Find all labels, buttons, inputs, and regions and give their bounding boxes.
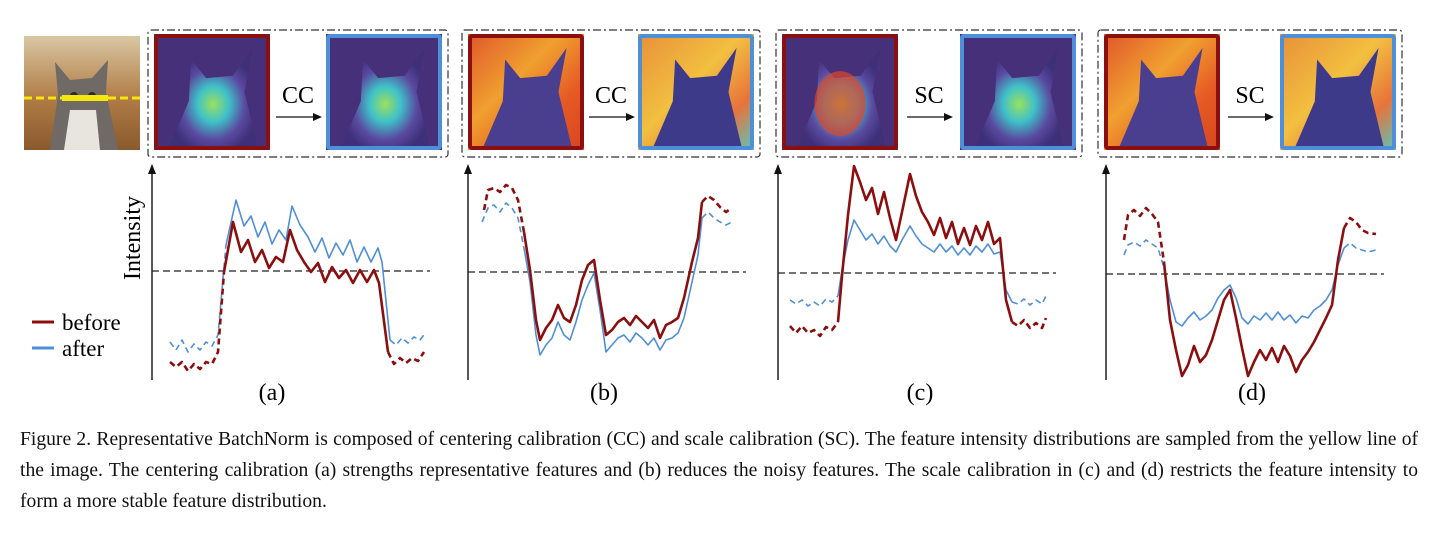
curve-before-d [1162, 227, 1346, 378]
panel-frame [1097, 29, 1403, 158]
figure-caption: Figure 2. Representative BatchNorm is co… [20, 424, 1418, 517]
heatmap-after-b [638, 34, 754, 150]
y-axis-a [148, 164, 156, 380]
panel-d: SC (d) [1097, 29, 1403, 406]
sublabel-d: (d) [1238, 380, 1266, 406]
right-arrow-icon [907, 113, 953, 121]
legend-after: after [62, 336, 104, 361]
curve-before-b [522, 201, 704, 342]
curve-after-d [1163, 247, 1345, 327]
operation-label-b: CC [595, 83, 627, 109]
curve-after-d-tail [1343, 242, 1377, 253]
operation-label-d: SC [1235, 83, 1264, 109]
curve-before-a [222, 220, 390, 353]
heatmap-after-c [960, 34, 1076, 150]
heatmap-after-d [1280, 34, 1396, 150]
y-axis-d [1102, 164, 1110, 380]
panel-b: CC (b) [461, 29, 761, 406]
curve-after-c [837, 219, 1013, 303]
right-arrow-icon [1228, 113, 1274, 121]
curve-after-a-tail [389, 331, 427, 346]
curve-before-c-tail [1011, 317, 1048, 330]
y-axis-c [774, 164, 782, 380]
sublabel-b: (b) [590, 380, 618, 406]
curve-before-c-head [789, 321, 840, 338]
heatmap-after-a [326, 34, 442, 150]
operation-label-c: SC [914, 83, 943, 109]
operation-label-a: CC [282, 83, 314, 109]
panel-frame [147, 29, 449, 158]
curve-before-a-head [169, 271, 226, 373]
curve-before-c [836, 164, 1014, 323]
curve-after-a-head [169, 244, 227, 353]
panel-frame [775, 29, 1083, 158]
source-cat-photo [24, 36, 140, 150]
caption-label: Figure 2. [20, 429, 92, 450]
heatmap-before-d [1104, 34, 1220, 150]
curve-before-b-head [482, 183, 526, 233]
curve-before-d-tail [1342, 216, 1377, 236]
curve-after-c-tail [1011, 295, 1047, 306]
panel-a: CC (a) [147, 29, 449, 406]
panel-frame [461, 29, 761, 158]
curve-after-a [225, 199, 391, 341]
curve-after-c-head [789, 295, 839, 307]
curve-after-d-head [1123, 239, 1165, 269]
curve-before-b-tail [701, 194, 733, 214]
sublabel-a: (a) [259, 380, 286, 406]
y-axis-b [464, 164, 472, 380]
heatmap-before-a [154, 34, 270, 150]
heatmap-before-c [782, 34, 898, 150]
right-arrow-icon [589, 113, 635, 121]
heatmap-before-b [468, 34, 584, 150]
caption-text: Representative BatchNorm is composed of … [20, 429, 1419, 512]
curve-before-a-tail [386, 351, 426, 366]
right-arrow-icon [276, 113, 322, 121]
curve-before-d-head [1122, 206, 1166, 263]
curve-after-b-tail [701, 211, 733, 226]
y-axis-label: Intensity [120, 196, 146, 280]
curve-after-b-head [481, 202, 525, 249]
legend-before: before [62, 310, 121, 335]
curve-after-b [523, 217, 703, 356]
sublabel-c: (c) [907, 380, 934, 406]
panel-c: SC (c) [774, 29, 1083, 406]
